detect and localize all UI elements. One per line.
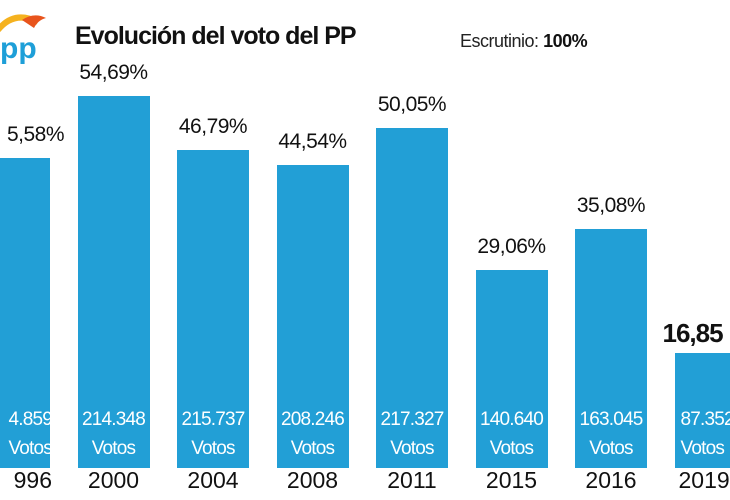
bar-3 xyxy=(276,165,349,468)
bar-7 xyxy=(674,353,730,468)
votes-unit: Votos xyxy=(290,438,335,459)
year-label: 2016 xyxy=(585,467,637,493)
scrutiny-status: Escrutinio: 100% xyxy=(460,31,588,52)
votes-label: 87.352 Votos xyxy=(681,405,730,463)
votes-label: 4.859 Votos xyxy=(0,405,52,463)
value-label: 44,54% xyxy=(278,130,347,154)
year-label: 2008 xyxy=(286,467,339,493)
votes-count: 4.859 xyxy=(8,409,52,430)
svg-text:pp: pp xyxy=(0,32,37,65)
votes-count: 215.737 xyxy=(181,409,245,430)
votes-unit: Votos xyxy=(589,438,633,459)
votes-label: 214.348 Votos xyxy=(64,405,164,463)
pp-logo: pp xyxy=(0,14,46,65)
value-label: 5,58% xyxy=(6,123,65,147)
votes-count: 140.640 xyxy=(479,409,544,430)
votes-label: 215.737 Votos xyxy=(163,405,263,463)
bar-6 xyxy=(575,229,647,468)
bar-4 xyxy=(376,127,448,468)
year-label: 996 xyxy=(13,467,52,493)
votes-label: 140.640 Votos xyxy=(462,405,562,463)
votes-count: 87.352 xyxy=(680,409,730,430)
year-label: 2000 xyxy=(87,467,140,493)
value-label: 16,85 xyxy=(662,318,724,349)
value-label: 46,79% xyxy=(178,114,248,138)
votes-label: 217.327 Votos xyxy=(362,405,462,463)
bar-2 xyxy=(177,149,249,468)
year-label: 2015 xyxy=(485,467,538,493)
votes-unit: Votos xyxy=(191,438,235,459)
scrutiny-value: 100% xyxy=(543,31,588,51)
value-label: 50,05% xyxy=(377,92,447,116)
votes-unit: Votos xyxy=(8,438,52,459)
value-label: 35,08% xyxy=(576,194,646,218)
year-label: 2019 xyxy=(678,467,730,493)
votes-unit: Votos xyxy=(489,438,534,459)
votes-unit: Votos xyxy=(91,438,136,459)
votes-label: 208.246 Votos xyxy=(263,405,363,463)
votes-count: 214.348 xyxy=(81,409,146,430)
year-label: 2011 xyxy=(387,467,437,493)
votes-label: 163.045 Votos xyxy=(561,405,661,463)
bar-0 xyxy=(0,158,50,468)
value-label: 29,06% xyxy=(477,235,546,259)
value-label: 54,69% xyxy=(79,61,148,85)
scrutiny-label: Escrutinio: xyxy=(460,31,539,51)
bar-5 xyxy=(475,270,548,468)
votes-unit: Votos xyxy=(680,438,725,459)
votes-count: 163.045 xyxy=(579,409,643,430)
chart-title: Evolución del voto del PP xyxy=(75,22,357,50)
votes-count: 217.327 xyxy=(380,409,444,430)
votes-count: 208.246 xyxy=(280,409,345,430)
bar-1 xyxy=(77,96,150,468)
year-label: 2004 xyxy=(187,467,239,493)
votes-unit: Votos xyxy=(390,438,434,459)
